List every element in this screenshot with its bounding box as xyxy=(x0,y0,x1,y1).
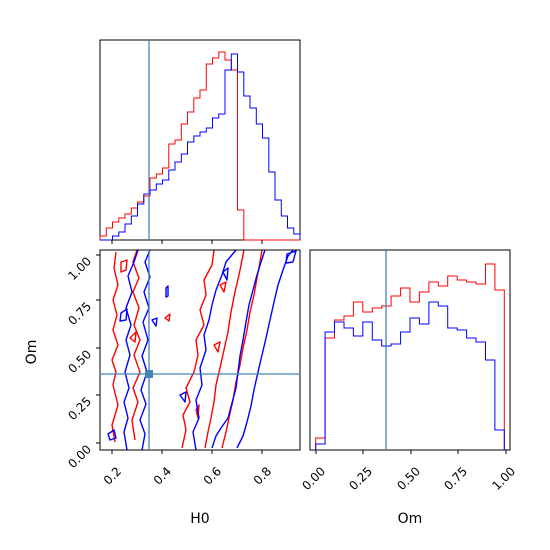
y-axis-label-om: Om xyxy=(24,340,40,365)
h0-histogram-red-series xyxy=(99,51,300,241)
h0-histogram-frame xyxy=(99,39,301,241)
om-histogram-frame xyxy=(309,249,511,451)
contour-frame xyxy=(99,249,301,451)
contour-red-level xyxy=(111,251,119,443)
truth-marker xyxy=(145,370,153,378)
contour-red-level xyxy=(131,250,141,441)
om-histogram-blue-series xyxy=(315,301,505,450)
contour-blue-blob xyxy=(165,285,169,298)
contour-red-blob xyxy=(120,259,128,273)
contour-blue-level xyxy=(123,250,139,450)
contour-blue-blob xyxy=(285,250,297,264)
contour-red-level xyxy=(221,250,263,449)
contour-blue-blob xyxy=(179,391,187,403)
contour-blue-blob xyxy=(119,308,128,322)
om-histogram-red-series xyxy=(315,263,505,450)
contour-red-blob xyxy=(213,341,221,353)
contour-blue-level xyxy=(192,250,237,450)
contour-red-series xyxy=(111,250,263,449)
contour-red-level xyxy=(181,250,215,449)
h0-histogram-panel xyxy=(99,39,301,244)
h0-histogram-blue-series xyxy=(100,53,301,241)
contour-red-blob xyxy=(129,331,137,343)
contour-red-blob xyxy=(219,281,227,293)
contour-blue-blob xyxy=(151,317,158,327)
contour-red-level xyxy=(204,250,245,449)
x-axis-label-h0: H0 xyxy=(190,511,209,527)
contour-blue-level xyxy=(211,250,266,449)
contour-blue-level xyxy=(236,250,294,449)
contour-red-blob xyxy=(164,313,171,322)
x-axis-label-om: Om xyxy=(398,511,423,527)
contour-blue-blob xyxy=(222,267,229,281)
contour-blue-blob xyxy=(107,429,117,441)
